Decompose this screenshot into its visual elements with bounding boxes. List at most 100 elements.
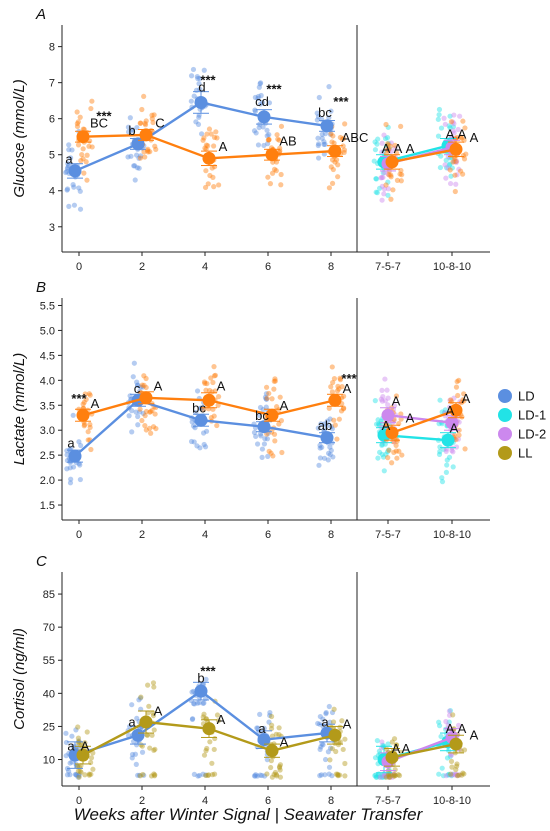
jitter-point: [134, 382, 141, 389]
jitter-point: [252, 107, 258, 113]
jitter-point: [449, 773, 455, 779]
jitter-point: [373, 772, 379, 778]
jitter-point: [371, 158, 377, 164]
jitter-point: [203, 387, 209, 393]
jitter-point: [261, 441, 268, 447]
jitter-point: [257, 772, 263, 778]
jitter-point: [66, 203, 72, 209]
jitter-point: [385, 402, 391, 408]
jitter-point: [196, 114, 202, 120]
significance-letter: a: [67, 436, 75, 451]
jitter-point: [453, 767, 459, 773]
jitter-point: [146, 703, 152, 709]
jitter-point: [463, 151, 469, 157]
mean-point: [139, 715, 153, 729]
jitter-point: [265, 137, 271, 143]
jitter-point: [324, 423, 330, 429]
mean-point: [202, 393, 216, 407]
jitter-point: [193, 119, 199, 125]
jitter-point: [209, 772, 216, 778]
jitter-point: [194, 443, 200, 449]
jitter-point: [318, 744, 324, 750]
jitter-point: [394, 177, 401, 183]
jitter-point: [325, 457, 331, 463]
jitter-point: [277, 762, 284, 768]
mean-point: [385, 155, 399, 169]
jitter-point: [142, 120, 148, 127]
jitter-point: [149, 732, 155, 738]
jitter-point: [461, 747, 468, 753]
jitter-point: [327, 745, 334, 751]
jitter-point: [147, 745, 153, 751]
jitter-point: [461, 771, 467, 777]
jitter-point: [135, 422, 141, 428]
jitter-point: [383, 774, 389, 780]
jitter-point: [439, 479, 446, 485]
jitter-point: [274, 132, 280, 138]
jitter-point: [271, 386, 277, 392]
jitter-point: [66, 768, 72, 774]
significance-letter: A: [280, 734, 289, 749]
panels: A Glucose (mmol/L) 3 4 5 6 7 8 0 2 4 6 8 7-5-7 10-8-10…: [11, 6, 490, 807]
jitter-point: [386, 146, 392, 153]
jitter-point: [374, 141, 380, 147]
jitter-point: [391, 403, 398, 409]
jitter-point: [66, 147, 72, 153]
jitter-point: [317, 442, 323, 448]
jitter-point: [328, 108, 334, 114]
jitter-point: [64, 772, 71, 778]
jitter-point: [203, 748, 209, 754]
jitter-point: [201, 67, 207, 73]
jitter-point: [454, 172, 460, 178]
mean-point: [328, 393, 342, 407]
jitter-point: [153, 146, 159, 152]
jitter-point: [393, 742, 400, 748]
jitter-point: [196, 81, 202, 87]
jitter-point: [278, 171, 284, 178]
jitter-point: [208, 414, 214, 421]
jitter-point: [204, 380, 210, 387]
significance-stars: ***: [341, 371, 357, 386]
significance-letter: A: [470, 130, 479, 145]
jitter-point: [263, 396, 269, 402]
jitter-point: [268, 758, 274, 764]
jitter-point: [438, 153, 444, 159]
jitter-point: [200, 137, 206, 143]
jitter-point: [67, 772, 73, 778]
series-line-ll: [391, 742, 457, 759]
jitter-point: [272, 378, 278, 384]
jitter-point: [273, 731, 279, 737]
jitter-point: [385, 141, 391, 147]
jitter-point: [385, 741, 391, 747]
jitter-point: [391, 736, 398, 742]
jitter-point: [456, 432, 462, 438]
jitter-point: [329, 139, 335, 145]
significance-letter: cd: [255, 94, 269, 109]
jitter-point: [446, 712, 453, 718]
jitter-point: [137, 773, 143, 779]
jitter-point: [459, 414, 465, 420]
significance-stars: ***: [96, 108, 112, 123]
mean-point: [139, 391, 153, 405]
jitter-point: [340, 143, 346, 149]
jitter-point: [138, 153, 144, 159]
jitter-point: [257, 81, 263, 87]
x-tick-label: 10-8-10: [433, 261, 471, 273]
jitter-point: [329, 709, 336, 716]
jitter-point: [81, 399, 87, 405]
jitter-point: [268, 764, 274, 771]
jitter-point: [75, 774, 81, 780]
jitter-point: [436, 106, 443, 113]
significance-letter: A: [458, 127, 467, 142]
jitter-point: [145, 710, 151, 716]
mean-point: [257, 420, 271, 434]
jitter-point: [152, 411, 158, 417]
jitter-point: [319, 131, 325, 137]
jitter-point: [329, 180, 336, 186]
jitter-point: [138, 120, 144, 126]
jitter-point: [377, 774, 383, 780]
y-tick-label: 3.0: [40, 425, 55, 437]
jitter-point: [452, 155, 458, 162]
jitter-point: [447, 125, 453, 131]
significance-letter: AB: [279, 134, 296, 149]
